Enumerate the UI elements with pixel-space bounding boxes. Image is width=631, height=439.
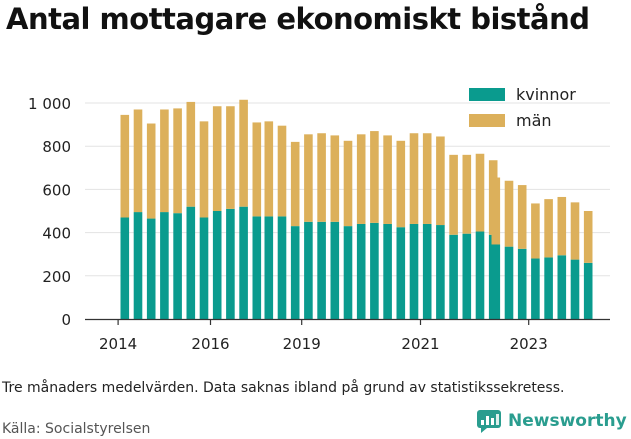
bar-man — [173, 108, 182, 214]
bar-kvinnor — [544, 257, 553, 319]
bar-man — [120, 114, 130, 218]
bar-kvinnor — [133, 212, 143, 319]
bar-man — [212, 106, 222, 211]
bar-man — [436, 136, 445, 226]
bar-kvinnor — [396, 227, 406, 319]
bar-man — [475, 153, 485, 232]
legend-swatch-man — [469, 114, 505, 127]
legend-swatch-kvinnor — [469, 88, 505, 101]
bar-man — [186, 101, 196, 207]
bar-man — [396, 140, 406, 228]
bar-man — [409, 133, 419, 224]
bar-kvinnor — [173, 213, 182, 319]
x-tick-label: 2019 — [283, 335, 321, 353]
bar-kvinnor — [239, 206, 248, 319]
bar-kvinnor — [409, 223, 419, 319]
bar-man — [133, 109, 143, 213]
x-tick-label: 2023 — [510, 335, 548, 353]
bar-man — [491, 177, 501, 245]
bar-man — [226, 106, 235, 209]
bar-kvinnor — [186, 206, 196, 319]
y-tick-label: 0 — [61, 311, 71, 329]
bar-kvinnor — [343, 226, 353, 319]
legend-label: kvinnor — [516, 85, 576, 104]
bar-kvinnor — [504, 246, 514, 319]
bar-kvinnor — [517, 248, 527, 319]
bar-kvinnor — [146, 218, 156, 319]
bar-man — [570, 202, 580, 260]
bar-man — [330, 135, 340, 222]
axes: 0 200 400 600 800 1 000 2014 2016 2019 2021 2023 — [28, 95, 610, 353]
bar-kvinnor — [226, 208, 235, 319]
bar-man — [517, 185, 527, 249]
bar-kvinnor — [277, 216, 287, 319]
bar-kvinnor — [475, 231, 485, 319]
bar-man — [343, 140, 353, 227]
bar-man — [557, 196, 567, 256]
y-tick-label: 1 000 — [28, 95, 71, 113]
bar-kvinnor — [570, 259, 580, 319]
legend-label: män — [516, 111, 552, 130]
bar-kvinnor — [462, 233, 472, 319]
bar-man — [370, 131, 379, 223]
bar-kvinnor — [317, 221, 326, 319]
y-tick-label: 200 — [42, 268, 71, 286]
bar-kvinnor — [304, 221, 313, 319]
bar-kvinnor — [290, 226, 300, 319]
bar-kvinnor — [449, 234, 458, 319]
y-tick-label: 800 — [42, 138, 71, 156]
y-tick-label: 600 — [42, 181, 71, 199]
bar-kvinnor — [583, 262, 593, 319]
bar-kvinnor — [356, 223, 366, 319]
bar-kvinnor — [422, 223, 432, 319]
bar-man — [277, 125, 287, 217]
bar-man — [290, 141, 300, 227]
bar-man — [264, 121, 274, 217]
legend: kvinnor män — [469, 85, 576, 130]
bar-man — [544, 199, 553, 258]
brand[interactable]: Newsworthy — [476, 409, 627, 433]
bar-kvinnor — [330, 221, 340, 319]
newsworthy-logo-icon — [477, 410, 501, 433]
bar-kvinnor — [491, 244, 501, 319]
bar-kvinnor — [383, 223, 392, 319]
bar-kvinnor — [199, 217, 209, 319]
chart-title: Antal mottagare ekonomiskt bistånd — [6, 2, 590, 36]
x-tick-label: 2014 — [99, 335, 137, 353]
bar-kvinnor — [531, 258, 540, 319]
bar-man — [304, 134, 313, 222]
bar-man — [146, 123, 156, 219]
bar-man — [239, 99, 248, 207]
bar-man — [531, 203, 540, 259]
bar-man — [356, 134, 366, 224]
bar-man — [462, 154, 472, 234]
bar-kvinnor — [160, 212, 169, 319]
bar-man — [449, 154, 458, 235]
x-tick-label: 2016 — [191, 335, 229, 353]
bar-man — [583, 211, 593, 263]
bar-kvinnor — [264, 216, 274, 319]
bar-kvinnor — [212, 211, 222, 319]
bar-kvinnor — [370, 222, 379, 319]
bar-kvinnor — [252, 216, 262, 319]
bar-man — [317, 133, 326, 222]
bar-kvinnor — [557, 255, 567, 319]
chart-note: Tre månaders medelvärden. Data saknas ib… — [2, 380, 565, 396]
bar-man — [252, 122, 262, 217]
bar-kvinnor — [436, 225, 445, 319]
x-tick-label: 2021 — [401, 335, 439, 353]
bar-man — [504, 180, 514, 247]
bars — [120, 99, 593, 319]
source-label: Källa: Socialstyrelsen — [2, 421, 151, 437]
brand-name: Newsworthy — [508, 411, 627, 431]
bar-kvinnor — [120, 217, 130, 319]
bar-man — [383, 135, 392, 224]
bar-man — [199, 121, 209, 218]
chart: 0 200 400 600 800 1 000 2014 2016 2019 2021 2023 k… — [28, 85, 610, 353]
y-tick-label: 400 — [42, 225, 71, 243]
bar-man — [160, 109, 169, 213]
bar-man — [422, 133, 432, 224]
